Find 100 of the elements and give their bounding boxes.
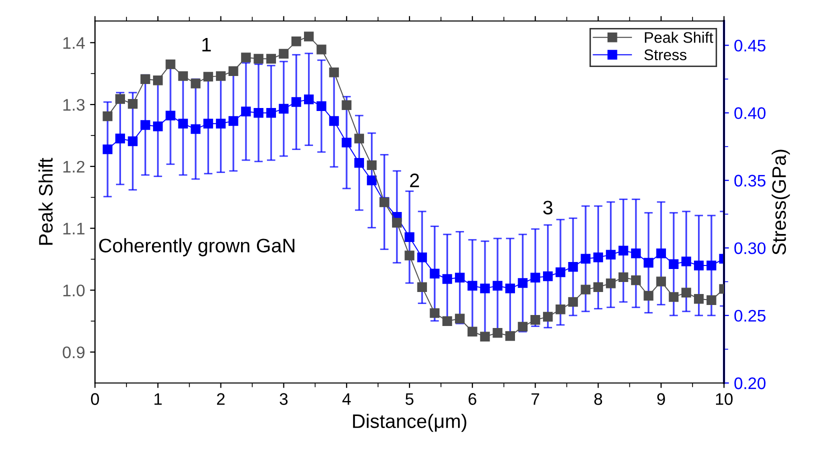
point — [190, 78, 200, 88]
point — [354, 158, 364, 168]
point — [618, 246, 628, 256]
point — [706, 295, 716, 305]
point — [606, 278, 616, 288]
point — [492, 328, 502, 338]
x-tick-label: 9 — [657, 393, 665, 405]
point — [241, 52, 251, 62]
point — [580, 284, 590, 294]
y-tick-label: 1.0 — [63, 284, 85, 296]
y2-tick-label: 0.25 — [734, 310, 766, 322]
point — [203, 118, 214, 129]
y-axis-title: Peak Shift — [38, 158, 53, 245]
point — [316, 101, 326, 111]
point — [492, 280, 502, 291]
point — [102, 111, 112, 122]
point — [216, 71, 226, 81]
point — [468, 326, 478, 336]
point — [190, 124, 200, 134]
y2-tick-label: 0.40 — [734, 107, 766, 120]
point — [128, 99, 138, 109]
point — [668, 292, 679, 302]
point — [329, 68, 339, 78]
point — [241, 106, 251, 116]
point — [681, 256, 692, 266]
point — [417, 252, 427, 262]
x-tick-label: 2 — [217, 393, 225, 405]
point — [543, 271, 553, 282]
point — [316, 44, 326, 54]
point — [354, 134, 364, 144]
point — [228, 116, 238, 126]
point — [153, 121, 163, 132]
point — [178, 118, 188, 129]
point — [681, 288, 692, 298]
x-tick-label: 6 — [468, 393, 476, 405]
point — [668, 259, 679, 269]
annotation: 1 — [202, 38, 211, 52]
point — [568, 297, 578, 307]
point — [254, 108, 264, 118]
point — [442, 274, 452, 284]
point — [266, 108, 276, 118]
y-tick-label: 1.2 — [63, 160, 84, 172]
point — [115, 94, 126, 104]
point — [454, 314, 465, 324]
point — [543, 312, 553, 322]
x-tick-label: 5 — [406, 393, 414, 405]
point — [694, 294, 704, 304]
point — [480, 332, 490, 342]
point — [178, 71, 188, 81]
point — [304, 94, 314, 104]
y2-tick-label: 0.35 — [734, 174, 766, 187]
annotation: 2 — [410, 174, 419, 188]
point — [618, 272, 628, 282]
point — [454, 272, 465, 283]
point — [530, 315, 540, 325]
point — [166, 110, 176, 120]
legend-label: Stress — [644, 49, 686, 60]
point — [606, 250, 616, 260]
x-tick-label: 3 — [280, 393, 288, 405]
x-tick-label: 8 — [594, 393, 602, 405]
point — [115, 134, 126, 144]
point — [593, 252, 604, 262]
point — [505, 331, 515, 341]
point — [556, 267, 566, 278]
point — [417, 282, 427, 292]
y-tick-label: 1.3 — [63, 98, 85, 111]
y2-tick-label: 0.30 — [734, 242, 766, 254]
y2-tick-label: 0.20 — [734, 377, 766, 390]
point — [706, 260, 716, 270]
x-tick-label: 10 — [716, 393, 733, 405]
y-tick-label: 1.4 — [63, 37, 85, 49]
point — [342, 100, 352, 110]
point — [656, 276, 666, 286]
point — [291, 36, 302, 46]
point — [430, 308, 440, 318]
point — [556, 304, 566, 314]
point — [128, 136, 138, 146]
y2-tick-label: 0.45 — [734, 40, 766, 52]
y-tick-label: 1.1 — [63, 222, 84, 234]
point — [266, 54, 276, 64]
point — [366, 176, 377, 186]
point — [580, 254, 590, 264]
point — [166, 59, 176, 70]
point — [518, 278, 528, 288]
point — [153, 76, 163, 86]
point — [518, 322, 528, 332]
x-tick-label: 0 — [91, 393, 99, 405]
point — [140, 74, 150, 84]
point — [216, 118, 226, 129]
point — [278, 48, 289, 59]
y2-axis-title: Stress(GPa) — [772, 150, 790, 255]
point — [430, 268, 440, 278]
point — [568, 262, 578, 272]
x-tick-label: 7 — [532, 393, 540, 405]
point — [278, 104, 289, 114]
point — [694, 260, 704, 270]
x-tick-label: 1 — [154, 393, 162, 405]
point — [203, 72, 214, 82]
point — [631, 275, 641, 286]
point — [505, 284, 515, 294]
